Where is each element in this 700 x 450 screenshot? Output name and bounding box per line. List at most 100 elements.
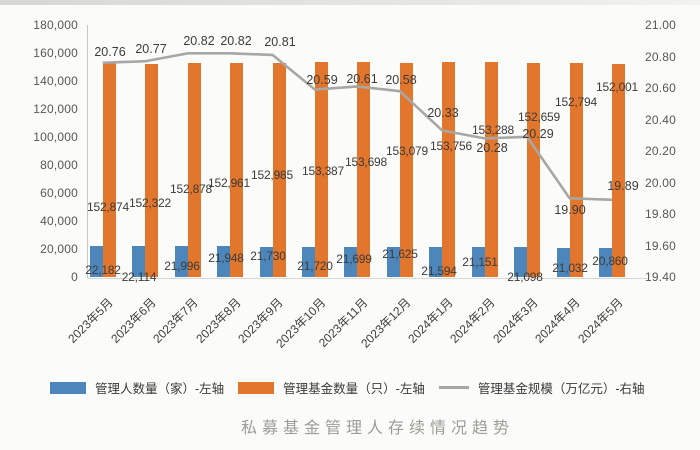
scale-line-label: 20.77 — [135, 42, 167, 56]
scale-line-label: 20.29 — [522, 127, 554, 141]
funds-bar — [612, 64, 626, 277]
managers-bar-label: 21,098 — [507, 270, 543, 284]
chart-legend: 管理人数量（家）-左轴 管理基金数量（只）-左轴 管理基金规模（万亿元）-右轴 — [50, 378, 700, 397]
y-axis-left-tick: 100,000 — [33, 130, 78, 144]
legend-item-scale: 管理基金规模（万亿元）-右轴 — [438, 378, 645, 397]
legend-swatch-orange-icon — [238, 381, 275, 394]
managers-bar — [89, 245, 103, 277]
scale-line-label: 20.82 — [183, 34, 215, 48]
funds-bar — [272, 62, 286, 277]
funds-bar — [102, 62, 116, 277]
funds-bar — [314, 62, 328, 277]
y-axis-left-tick: 0 — [71, 270, 78, 284]
funds-bar-label: 152,001 — [596, 80, 638, 94]
funds-bar-label: 152,874 — [87, 200, 129, 214]
y-axis-left-tick: 20,000 — [40, 242, 78, 256]
funds-bar-label: 152,961 — [208, 176, 250, 190]
managers-bar — [301, 246, 315, 277]
left-axis-line — [87, 25, 88, 278]
scale-line-label: 20.82 — [220, 34, 252, 48]
funds-bar — [187, 62, 201, 277]
y-axis-left-tick: 160,000 — [33, 46, 78, 60]
funds-bar — [442, 61, 456, 277]
y-axis-right-tick: 19.80 — [645, 207, 677, 221]
managers-bar-label: 21,594 — [421, 264, 457, 278]
y-axis-left-tick: 140,000 — [33, 74, 78, 88]
managers-bar — [556, 247, 570, 277]
window-top-edge — [0, 0, 700, 5]
x-axis-baseline — [88, 277, 648, 279]
funds-bar — [145, 63, 159, 277]
funds-bar-label: 153,756 — [430, 139, 472, 153]
managers-bar — [429, 246, 443, 277]
scale-line-label: 20.81 — [264, 35, 296, 49]
scale-line-label: 20.59 — [306, 73, 338, 87]
managers-bar — [471, 247, 485, 277]
scale-line-label: 19.90 — [554, 203, 586, 217]
funds-bar — [484, 62, 498, 277]
scale-line-label: 20.28 — [476, 141, 508, 155]
chart-caption: 私募基金管理人存续情况趋势 — [240, 418, 514, 437]
funds-bar — [527, 63, 541, 277]
funds-bar-label: 152,878 — [170, 182, 212, 196]
managers-bar-label: 20,860 — [592, 254, 628, 268]
managers-bar — [217, 246, 231, 277]
scale-line-label: 20.33 — [427, 106, 459, 120]
y-axis-left-tick: 40,000 — [40, 214, 78, 228]
funds-bar — [569, 63, 583, 277]
y-axis-right-tick: 19.60 — [645, 238, 677, 253]
managers-bar-label: 21,032 — [552, 261, 588, 275]
funds-bar — [230, 62, 244, 277]
managers-bar — [599, 247, 613, 277]
managers-bar-label: 22,114 — [121, 270, 157, 284]
scale-line-label: 20.61 — [346, 72, 378, 86]
scale-line-label: 19.89 — [607, 179, 639, 193]
managers-bar — [174, 246, 188, 277]
y-axis-left-tick: 60,000 — [40, 186, 78, 200]
y-axis-right-tick: 21.00 — [645, 18, 677, 32]
y-axis-right-tick: 20.20 — [645, 144, 677, 158]
managers-bar-label: 21,151 — [462, 255, 498, 269]
managers-bar — [132, 246, 146, 277]
funds-bar-label: 152,794 — [555, 95, 597, 109]
managers-bar-label: 21,948 — [208, 251, 244, 265]
y-axis-left-tick: 120,000 — [33, 102, 78, 116]
funds-bar-label: 153,288 — [472, 123, 514, 137]
funds-bar — [357, 61, 371, 277]
funds-bar-label: 152,985 — [251, 168, 293, 182]
y-axis-right-tick: 20.00 — [645, 175, 677, 190]
funds-bar-label: 153,079 — [386, 144, 428, 158]
y-axis-right-tick: 19.40 — [645, 270, 677, 284]
funds-bar-label: 153,698 — [345, 155, 387, 169]
y-axis-right-tick: 20.80 — [645, 49, 677, 64]
managers-bar-label: 21,625 — [382, 247, 418, 261]
managers-bar-label: 21,730 — [250, 249, 286, 263]
managers-bar — [514, 247, 528, 277]
funds-bar-label: 153,387 — [302, 164, 344, 178]
y-axis-right-tick: 20.40 — [645, 112, 677, 127]
legend-label-scale: 管理基金规模（万亿元）-右轴 — [477, 382, 645, 396]
y-axis-right-tick: 20.60 — [645, 81, 677, 95]
scale-line-label: 20.58 — [385, 73, 417, 87]
scale-line-label: 20.76 — [94, 45, 126, 59]
legend-item-managers: 管理人数量（家）-左轴 — [50, 378, 224, 397]
funds-bar-label: 152,659 — [518, 110, 560, 124]
managers-bar — [344, 246, 358, 277]
funds-bar-label: 152,322 — [129, 196, 171, 210]
managers-bar-label: 21,996 — [164, 259, 200, 273]
managers-bar-label: 22,182 — [85, 263, 121, 277]
managers-bar-label: 21,699 — [336, 252, 372, 266]
legend-label-managers: 管理人数量（家）-左轴 — [95, 382, 225, 396]
managers-bar — [386, 246, 400, 277]
legend-swatch-line-icon — [438, 386, 469, 389]
funds-bar — [399, 62, 413, 277]
legend-item-funds: 管理基金数量（只）-左轴 — [238, 378, 425, 397]
managers-bar-label: 21,720 — [297, 259, 333, 273]
legend-label-funds: 管理基金数量（只）-左轴 — [283, 382, 425, 396]
y-axis-left-tick: 80,000 — [40, 158, 78, 172]
legend-swatch-blue-icon — [50, 381, 86, 394]
managers-bar — [259, 246, 273, 277]
y-axis-left-tick: 180,000 — [33, 18, 78, 32]
